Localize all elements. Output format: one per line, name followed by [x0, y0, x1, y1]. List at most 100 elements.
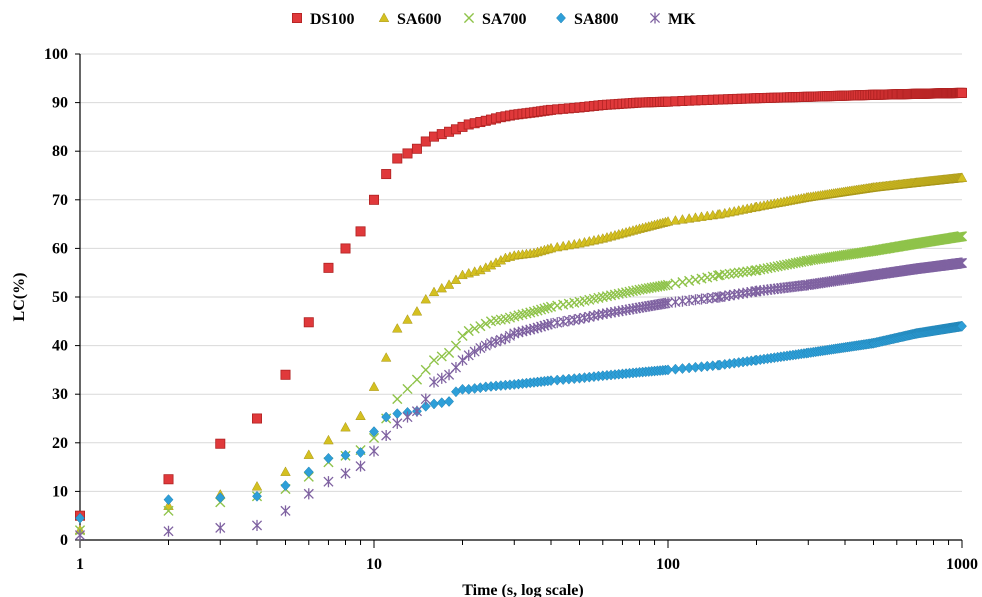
data-point	[303, 449, 315, 459]
data-point	[956, 172, 968, 182]
data-point	[428, 376, 440, 388]
data-point	[475, 342, 486, 354]
data-point	[778, 260, 790, 271]
data-point	[463, 349, 474, 361]
data-point	[556, 12, 566, 24]
data-point	[539, 303, 550, 314]
data-point	[532, 305, 543, 316]
grid-lines	[80, 53, 962, 492]
y-tick-label: 100	[44, 46, 68, 63]
data-point	[402, 148, 413, 159]
y-tick-label: 60	[52, 240, 68, 257]
data-point	[670, 215, 681, 225]
data-point	[392, 153, 403, 164]
data-point	[469, 346, 480, 358]
legend-item-sa600: SA600	[378, 11, 441, 28]
data-point	[392, 417, 403, 429]
legend-item-sa700: SA700	[463, 11, 526, 28]
data-point	[402, 314, 413, 324]
y-tick-label: 80	[52, 143, 68, 160]
data-point	[303, 466, 314, 478]
data-point	[690, 274, 701, 285]
y-tick-label: 90	[52, 95, 68, 112]
data-point	[420, 364, 431, 375]
data-point	[381, 429, 392, 442]
data-point	[411, 405, 423, 417]
data-point	[542, 302, 553, 313]
data-point	[402, 411, 413, 423]
data-point	[392, 408, 403, 420]
data-point	[517, 309, 528, 320]
data-point	[957, 87, 968, 98]
data-point	[469, 323, 480, 334]
data-point	[251, 519, 263, 531]
data-point	[252, 413, 263, 424]
data-point	[428, 355, 440, 366]
series-sa800	[75, 320, 967, 524]
data-point	[163, 525, 174, 537]
data-point	[957, 320, 967, 332]
data-point	[956, 231, 968, 242]
y-axis-title: LC(%)	[11, 273, 28, 322]
data-point	[340, 449, 351, 461]
data-point	[355, 447, 366, 458]
data-point	[450, 340, 462, 351]
data-point	[340, 421, 351, 432]
data-point	[420, 136, 431, 147]
series-mk	[74, 257, 968, 541]
data-point	[663, 364, 673, 376]
data-point	[569, 314, 580, 326]
legend-label: SA800	[574, 11, 618, 28]
data-point	[392, 393, 403, 405]
data-point	[775, 260, 786, 271]
data-point	[457, 330, 468, 341]
data-point	[444, 396, 454, 407]
data-point	[411, 143, 422, 154]
data-point	[597, 291, 608, 303]
data-point	[660, 280, 671, 291]
data-point	[355, 460, 366, 472]
data-point	[545, 318, 557, 330]
y-tick-label: 70	[52, 192, 68, 209]
data-point	[420, 400, 431, 412]
data-point	[677, 277, 688, 288]
legend-label: SA600	[397, 11, 441, 28]
data-point	[280, 369, 291, 380]
data-point	[535, 304, 547, 315]
data-point	[956, 257, 968, 269]
data-marks	[74, 87, 968, 541]
data-point	[649, 12, 661, 24]
data-point	[74, 529, 86, 541]
data-point	[463, 325, 474, 337]
y-tick-label: 40	[52, 338, 68, 355]
data-point	[429, 398, 439, 410]
y-tick-label: 50	[52, 289, 68, 306]
data-point	[428, 286, 440, 297]
data-point	[662, 216, 674, 226]
data-point	[215, 492, 226, 504]
data-point	[733, 267, 744, 278]
data-point	[280, 480, 291, 491]
data-point	[215, 522, 226, 534]
data-point	[450, 274, 462, 284]
data-point	[163, 505, 174, 516]
data-point	[702, 292, 713, 304]
data-point	[303, 317, 314, 328]
data-point	[521, 308, 532, 319]
data-point	[355, 226, 366, 237]
data-point	[163, 474, 174, 485]
data-point	[411, 306, 423, 316]
data-point	[392, 323, 403, 333]
data-point	[303, 488, 314, 500]
data-point	[323, 452, 334, 464]
data-point	[368, 432, 380, 444]
data-point	[280, 505, 291, 517]
data-point	[525, 307, 536, 318]
legend-label: DS100	[310, 11, 354, 28]
x-tick-label: 1	[76, 556, 84, 573]
data-point	[443, 279, 455, 289]
data-point	[323, 262, 334, 273]
series-ds100	[75, 87, 968, 521]
data-point	[605, 290, 617, 301]
legend-label: SA700	[482, 11, 526, 28]
